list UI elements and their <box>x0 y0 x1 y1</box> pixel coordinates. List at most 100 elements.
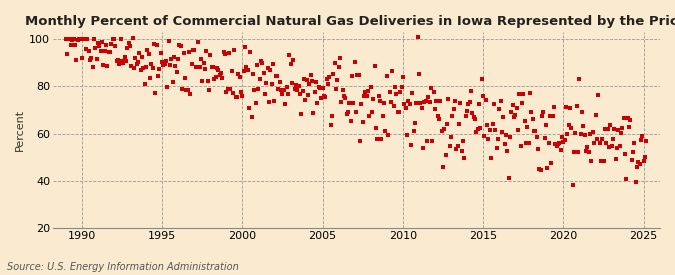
Point <box>317 86 328 90</box>
Point <box>550 142 561 146</box>
Point <box>640 155 651 159</box>
Point <box>483 136 494 141</box>
Point <box>353 73 364 77</box>
Point <box>230 94 241 99</box>
Point <box>348 101 359 106</box>
Point <box>576 110 587 114</box>
Point <box>260 92 271 96</box>
Point <box>535 167 546 172</box>
Point <box>556 148 566 153</box>
Point <box>261 81 272 85</box>
Point <box>286 81 297 86</box>
Point <box>451 147 462 152</box>
Point <box>641 139 652 144</box>
Point <box>424 100 435 104</box>
Point <box>621 177 632 181</box>
Point <box>632 165 643 169</box>
Point <box>132 59 143 64</box>
Point <box>595 159 606 163</box>
Point <box>569 150 580 154</box>
Point <box>86 56 97 60</box>
Point <box>143 52 154 57</box>
Point <box>336 100 347 104</box>
Point <box>360 90 371 95</box>
Point <box>259 71 269 75</box>
Point <box>448 107 459 112</box>
Point <box>238 68 249 73</box>
Point <box>218 50 229 54</box>
Point <box>590 113 601 117</box>
Point <box>589 141 599 145</box>
Point <box>128 35 138 40</box>
Point <box>436 129 447 134</box>
Point <box>459 156 470 160</box>
Point <box>252 63 263 67</box>
Point <box>428 89 439 94</box>
Point <box>591 137 602 141</box>
Point <box>279 101 290 106</box>
Point <box>558 140 569 144</box>
Point <box>332 78 343 83</box>
Point <box>217 76 227 80</box>
Point <box>394 109 404 114</box>
Point <box>523 141 534 145</box>
Title: Monthly Percent of Commercial Natural Gas Deliveries in Iowa Represented by the : Monthly Percent of Commercial Natural Ga… <box>26 15 675 28</box>
Point <box>546 161 557 165</box>
Point <box>357 120 368 125</box>
Point <box>614 144 625 148</box>
Point <box>278 88 289 92</box>
Point <box>478 94 489 98</box>
Point <box>304 82 315 86</box>
Point <box>387 69 398 73</box>
Point <box>292 88 302 92</box>
Point <box>561 104 572 109</box>
Point <box>585 132 595 137</box>
Point <box>383 133 394 138</box>
Point <box>196 57 207 61</box>
Point <box>538 110 549 114</box>
Point <box>140 65 151 69</box>
Point <box>388 104 399 108</box>
Point <box>529 129 539 133</box>
Point <box>574 76 585 81</box>
Point <box>70 43 80 47</box>
Point <box>539 136 550 140</box>
Point <box>79 37 90 41</box>
Point <box>344 101 355 105</box>
Point <box>352 73 362 77</box>
Point <box>135 68 146 72</box>
Point <box>189 47 200 52</box>
Point <box>524 91 535 95</box>
Point <box>486 156 497 161</box>
Point <box>114 61 125 66</box>
Point <box>346 119 356 123</box>
Point <box>468 115 479 119</box>
Point <box>377 114 388 118</box>
Point <box>250 101 261 105</box>
Point <box>507 103 518 108</box>
Point <box>578 124 589 129</box>
Point <box>423 95 434 100</box>
Point <box>497 130 508 134</box>
Point <box>263 66 273 71</box>
Point <box>267 82 277 87</box>
Point <box>531 135 542 139</box>
Point <box>312 100 323 105</box>
Point <box>431 98 441 103</box>
Point <box>446 135 456 139</box>
Point <box>411 101 422 106</box>
Point <box>101 43 111 48</box>
Point <box>425 86 436 90</box>
Point <box>75 37 86 41</box>
Point <box>324 75 335 79</box>
Point <box>586 159 597 163</box>
Point <box>240 45 250 49</box>
Point <box>63 37 74 41</box>
Point <box>151 43 162 47</box>
Point <box>624 125 634 129</box>
Point <box>440 153 451 157</box>
Point <box>72 38 83 42</box>
Point <box>622 116 633 120</box>
Point <box>68 37 79 41</box>
Point <box>233 72 244 76</box>
